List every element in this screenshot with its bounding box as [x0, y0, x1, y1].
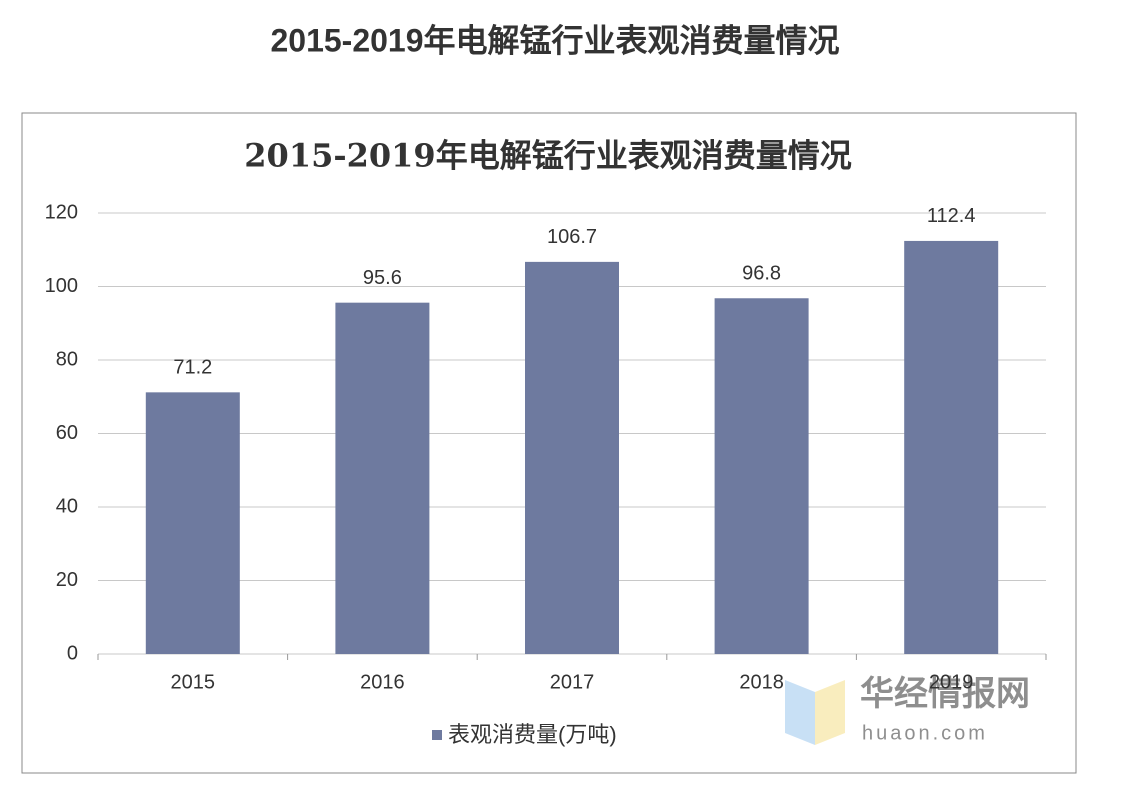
value-label: 71.2 — [173, 357, 212, 379]
watermark-logo — [815, 680, 845, 745]
x-tick-label: 2016 — [360, 671, 405, 693]
y-tick-label: 20 — [56, 569, 78, 591]
y-tick-label: 80 — [56, 348, 78, 370]
value-label: 112.4 — [927, 205, 976, 227]
bar — [335, 302, 430, 654]
y-tick-label: 0 — [67, 642, 78, 664]
x-tick-label: 2018 — [739, 671, 784, 693]
bar — [904, 240, 999, 654]
page-title: 2015-2019年电解锰行业表观消费量情况 — [270, 22, 839, 58]
y-tick-label: 100 — [45, 275, 78, 297]
x-tick-label: 2015 — [171, 671, 216, 693]
legend-label: 表观消费量(万吨) — [448, 722, 617, 747]
value-label: 96.8 — [742, 263, 781, 285]
value-label: 106.7 — [547, 226, 597, 248]
bar — [714, 298, 809, 654]
watermark-logo — [785, 680, 815, 745]
bar — [525, 261, 619, 654]
x-tick-label: 2019 — [929, 671, 974, 693]
watermark: 华经情报网 huaon.com — [785, 675, 1030, 745]
y-tick-label: 40 — [56, 495, 78, 517]
legend-swatch — [432, 730, 442, 740]
watermark-name: 华经情报网 — [860, 675, 1030, 713]
bar — [145, 392, 240, 654]
chart-title: 2015-2019年电解锰行业表观消费量情况 — [244, 137, 851, 175]
x-tick-label: 2017 — [550, 671, 595, 693]
y-tick-label: 60 — [56, 422, 78, 444]
value-label: 95.6 — [363, 267, 402, 289]
y-tick-label: 120 — [45, 201, 78, 223]
watermark-site: huaon.com — [862, 722, 988, 744]
